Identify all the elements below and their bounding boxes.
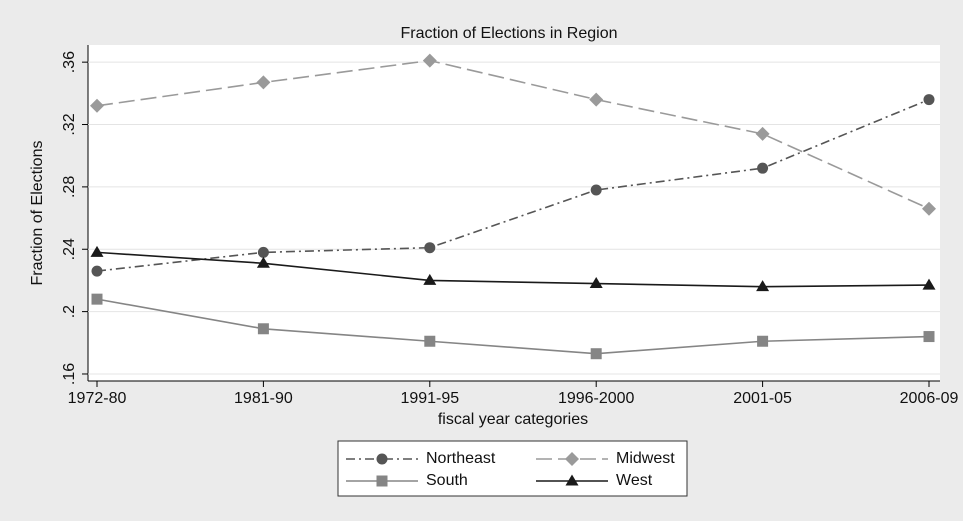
marker [257, 246, 269, 258]
y-tick-label: .16 [61, 363, 78, 385]
marker [256, 75, 271, 90]
marker [757, 335, 769, 347]
marker [589, 277, 603, 289]
y-tick-label: .24 [61, 238, 78, 260]
marker [590, 184, 602, 196]
series-line [96, 251, 930, 288]
legend-label: West [616, 472, 653, 489]
marker [590, 348, 602, 360]
x-tick-label: 1996-2000 [558, 390, 635, 407]
marker [256, 256, 270, 268]
x-tick-label: 2006-09 [900, 390, 959, 407]
legend-marker [565, 452, 579, 466]
marker [91, 265, 103, 277]
marker [424, 335, 436, 347]
x-tick-label: 1981-90 [234, 390, 293, 407]
marker [755, 126, 770, 141]
marker [756, 280, 770, 292]
y-axis-label: Fraction of Elections [29, 141, 46, 286]
legend [337, 440, 688, 497]
legend-label: Midwest [616, 450, 675, 467]
marker [922, 201, 936, 216]
plot-area [88, 45, 940, 381]
marker [423, 273, 437, 285]
y-tick-label: .32 [61, 113, 78, 135]
marker [923, 94, 935, 106]
marker [90, 98, 104, 113]
marker [757, 162, 769, 174]
legend-label: Northeast [426, 450, 496, 467]
x-axis-label: fiscal year categories [438, 411, 588, 428]
y-tick-label: .2 [61, 305, 78, 318]
marker [424, 242, 436, 254]
marker [422, 53, 437, 68]
x-tick-label: 2001-05 [733, 390, 792, 407]
series-line [96, 98, 930, 272]
legend-label: South [426, 472, 468, 489]
x-tick-label: 1991-95 [400, 390, 459, 407]
legend-marker [376, 475, 388, 487]
marker [90, 245, 104, 257]
chart-title: Fraction of Elections in Region [401, 25, 618, 42]
marker [257, 323, 269, 335]
y-tick-label: .28 [61, 176, 78, 198]
marker [923, 331, 935, 343]
marker [922, 278, 936, 290]
y-tick-label: .36 [61, 51, 78, 73]
marker [91, 293, 103, 305]
series-line [96, 59, 930, 210]
series-line [96, 298, 930, 355]
legend-marker [565, 474, 579, 486]
marker [589, 92, 604, 107]
x-tick-label: 1972-80 [68, 390, 127, 407]
legend-marker [376, 453, 388, 465]
